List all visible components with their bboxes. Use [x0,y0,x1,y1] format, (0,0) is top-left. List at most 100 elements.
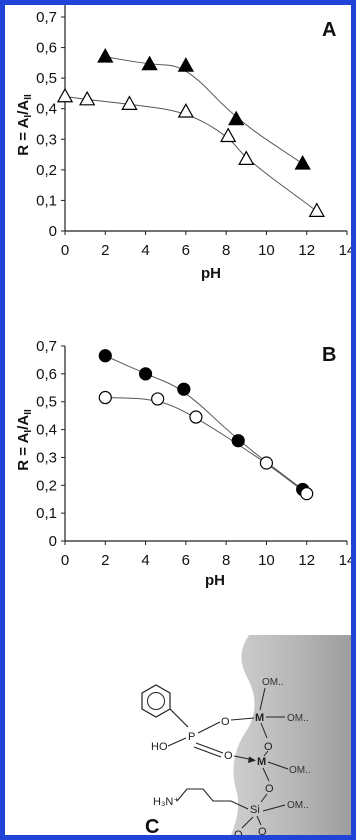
data-point-filled-triangle [294,155,311,170]
figure-canvas: 0 0,1 0,2 0,3 0,4 0,5 0,6 0,7 0 2 4 6 8 10 12 14 pH R … [15,5,351,835]
data-point-open-circle [189,410,203,424]
panel-b-x-tick-label: 14 [339,552,351,569]
bond-mtop-om1 [259,687,266,711]
bond-o3-mmid [263,750,269,757]
panel-a-x-tick-label: 10 [258,242,275,259]
oxygen-label-5: O [258,826,267,835]
bond-p-oh [167,737,187,747]
oxygen-label-4: O [265,783,274,795]
panel-b-x-tick-label: 10 [258,552,275,569]
bond-phenyl-p [169,708,189,728]
panel-a-y-label: R = AI/AII [15,94,34,156]
panel-a-y-tick-label: 0,2 [36,162,57,179]
data-point-filled-triangle [141,55,158,71]
bond-mtop-o3 [260,722,268,739]
panel-b-trend-open [105,397,308,495]
data-point-filled-triangle [97,48,114,63]
panel-a-x-tick-label: 4 [141,242,149,259]
metal-label-top: M [255,712,264,724]
data-point-filled-triangle [228,110,245,126]
oxygen-label-6: O [234,829,243,835]
panel-b-y-tick-label: 0,4 [36,422,57,439]
oxygen-label-2: O [224,750,233,762]
bond-mmid-om3 [267,761,289,770]
data-point-filled-circle [98,349,112,363]
data-point-open-circle [259,456,274,470]
panel-b-y-tick-label: 0,7 [36,338,57,355]
panel-b-x-tick-label: 0 [61,552,69,569]
data-point-filled-circle [138,367,153,381]
panel-a-x-tick-label: 8 [222,242,230,259]
panel-a-x-label: pH [201,265,221,282]
panel-a-y-tick-label: 0,4 [36,101,57,118]
data-point-filled-triangle [177,57,195,72]
panel-a-x-ticks: 0 2 4 6 8 10 12 14 [61,231,351,259]
panel-a-x-tick-label: 14 [339,242,351,259]
panel-c-structure: P HO O M O M OM.. OM.. O OM.. O [141,635,351,835]
panel-a-y-tick-label: 0,6 [36,40,57,57]
bond-p-o1 [197,721,221,734]
panel-a-y-tick-label: 0,7 [36,9,57,26]
data-point-open-triangle [121,95,138,110]
panel-b-trend-filled [105,355,303,490]
bond-si-o5 [256,815,262,826]
panel-b-x-tick-label: 2 [101,552,109,569]
dative-arrowhead [248,756,256,763]
data-point-open-triangle [177,103,195,118]
panel-a-y-tick-label: 0,5 [36,70,57,87]
data-point-filled-circle [231,434,245,448]
panel-b-y-tick-label: 0,5 [36,394,57,411]
metal-label-mid: M [257,756,266,768]
panel-a-x-tick-label: 0 [61,242,69,259]
data-point-open-triangle [56,87,74,103]
bond-o1-m [230,717,255,721]
panel-a-data-points [56,48,325,217]
panel-b-y-label: R = AI/AII [15,409,34,471]
om-label-2: OM.. [287,713,309,724]
panel-b-y-tick-label: 0,3 [36,449,57,466]
panel-b-x-tick-label: 12 [298,552,315,569]
phenyl-aromatic-circle [147,692,165,710]
data-point-filled-circle [177,382,191,396]
om-label-4: OM.. [287,800,309,811]
panel-c-letter: C [145,816,159,835]
panel-a-y-tick-label: 0,3 [36,131,57,148]
oxygen-label-3: O [264,741,273,753]
oxide-surface [231,635,351,835]
panel-b-x-tick-label: 4 [141,552,149,569]
data-point-open-triangle [220,127,237,143]
panel-b-data-points [98,349,314,501]
panel-a-y-tick-label: 0 [49,223,57,240]
data-point-open-triangle [79,90,96,106]
propyl-chain [176,788,249,810]
panel-b-x-label: pH [205,572,225,589]
data-point-open-circle [300,487,314,501]
bond-o4-si [260,793,268,803]
panel-a-y-ticks: 0 0,1 0,2 0,3 0,4 0,5 0,6 0,7 [36,9,65,240]
panel-b-y-tick-label: 0,6 [36,366,57,383]
panel-a-y-tick-label: 0,1 [36,192,57,209]
panel-a-x-tick-label: 6 [182,242,190,259]
panel-b-x-tick-label: 6 [182,552,190,569]
data-point-open-circle [151,392,165,406]
panel-b-letter: B [322,344,336,366]
ammonium-label: H₃N⁺ [153,796,179,808]
panel-a-x-tick-label: 12 [298,242,315,259]
panel-a-trend-filled [105,56,303,165]
data-point-open-triangle [308,202,325,217]
panel-b-x-tick-label: 8 [222,552,230,569]
bond-p-o2-double-a [195,742,224,754]
oxygen-label-1: O [221,716,230,728]
data-point-open-triangle [238,150,255,166]
panel-b-y-tick-label: 0,2 [36,477,57,494]
om-label-3: OM.. [289,765,311,776]
bond-p-o2-double-b [193,746,222,758]
panel-a-letter: A [322,19,336,41]
panel-b: 0 0,1 0,2 0,3 0,4 0,5 0,6 0,7 0 2 4 6 8 10 12 14 pH R … [15,338,351,589]
panel-b-y-tick-label: 0 [49,533,57,550]
phosphorus-label: P [188,731,195,743]
bond-mmid-o4 [262,767,270,782]
phenyl-ring [141,684,171,718]
panel-a-x-tick-label: 2 [101,242,109,259]
